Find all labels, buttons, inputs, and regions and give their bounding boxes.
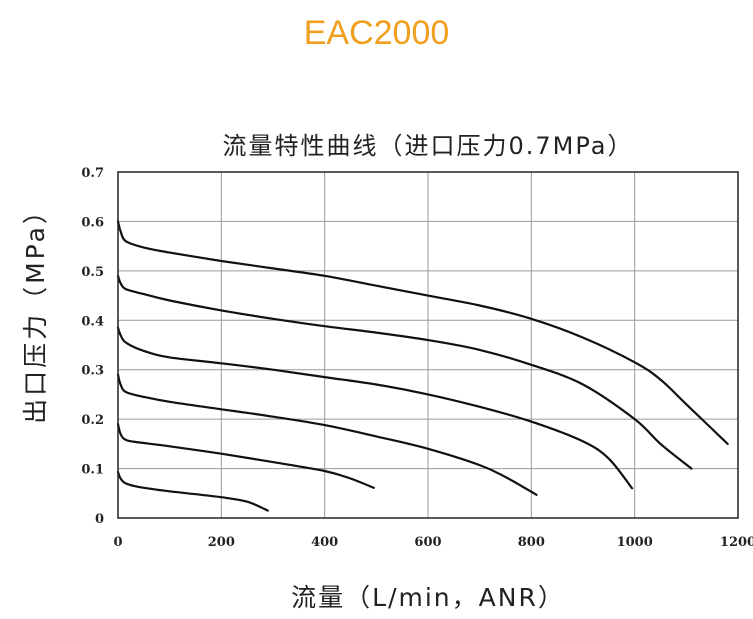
- flow-curve-4: [116, 326, 634, 490]
- grid-lines: [118, 172, 738, 518]
- tick-labels: 0 200 400 600 800 1000 1200 0 0.1 0.2 0.3 0.4 0.5 0.6…: [81, 166, 753, 550]
- x-tick-label: 0: [113, 535, 122, 550]
- x-tick-label: 1000: [617, 535, 653, 550]
- x-tick-label: 600: [414, 535, 441, 550]
- y-tick-label: 0.7: [81, 166, 104, 181]
- flow-curve-5: [116, 274, 693, 470]
- x-tick-label: 800: [518, 535, 545, 550]
- x-tick-label: 1200: [720, 535, 753, 550]
- y-tick-label: 0.2: [81, 413, 104, 428]
- x-axis-label: 流量（L/min，ANR）: [291, 583, 565, 612]
- x-tick-label: 200: [208, 535, 235, 550]
- page-title: EAC2000: [303, 14, 450, 52]
- flow-curve-1: [116, 470, 269, 512]
- y-tick-label: 0.5: [81, 265, 104, 280]
- x-tick-label: 400: [311, 535, 338, 550]
- y-tick-label: 0: [95, 512, 104, 527]
- y-tick-label: 0.3: [81, 364, 104, 379]
- flow-curve-2: [116, 423, 375, 489]
- curves: [116, 220, 729, 512]
- flow-curve-3: [116, 373, 538, 496]
- plot-frame: [117, 171, 739, 519]
- y-tick-label: 0.4: [81, 314, 104, 329]
- flow-curve-6: [116, 220, 729, 445]
- chart-title: 流量特性曲线（进口压力0.7MPa）: [222, 132, 634, 160]
- y-tick-label: 0.6: [81, 215, 104, 230]
- y-tick-label: 0.1: [81, 463, 104, 478]
